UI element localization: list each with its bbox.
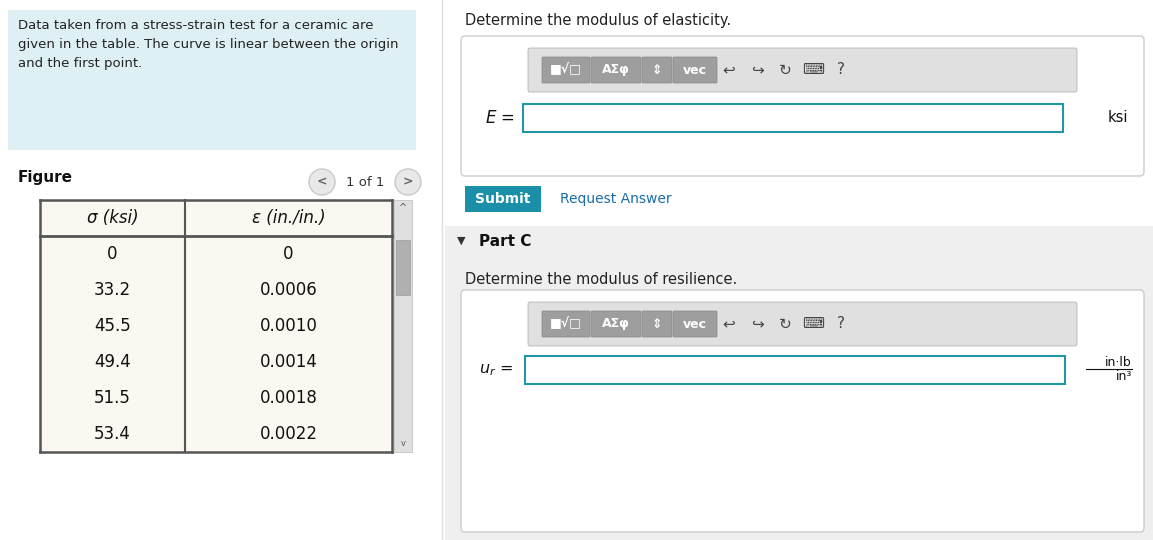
Text: 0: 0 (284, 245, 294, 263)
Text: Request Answer: Request Answer (560, 192, 672, 206)
Text: 53.4: 53.4 (95, 425, 131, 443)
Text: ▼: ▼ (457, 236, 466, 246)
Bar (445, 226, 1153, 540)
Text: ε (in./in.): ε (in./in.) (251, 209, 325, 227)
FancyBboxPatch shape (542, 311, 590, 337)
Text: 0.0006: 0.0006 (259, 281, 317, 299)
Text: ■√□: ■√□ (550, 318, 582, 330)
Text: ↩: ↩ (723, 63, 736, 78)
Text: 0.0018: 0.0018 (259, 389, 317, 407)
Text: Part C: Part C (478, 234, 532, 249)
FancyBboxPatch shape (591, 57, 641, 83)
Bar (525, 356, 1065, 384)
Text: σ (ksi): σ (ksi) (86, 209, 138, 227)
FancyBboxPatch shape (542, 57, 590, 83)
Text: 0.0022: 0.0022 (259, 425, 317, 443)
FancyBboxPatch shape (642, 57, 672, 83)
FancyBboxPatch shape (528, 302, 1077, 346)
Text: ↪: ↪ (751, 63, 763, 78)
Text: v: v (400, 440, 406, 449)
FancyBboxPatch shape (673, 57, 717, 83)
Text: ⇕: ⇕ (651, 64, 662, 77)
Text: ⌨: ⌨ (802, 63, 824, 78)
Text: ↻: ↻ (778, 316, 791, 332)
FancyBboxPatch shape (461, 290, 1144, 532)
Bar (523, 104, 1063, 132)
Bar (394, 200, 412, 452)
Text: in·lb: in·lb (1106, 355, 1132, 368)
Text: ↩: ↩ (723, 316, 736, 332)
FancyBboxPatch shape (591, 311, 641, 337)
Text: 51.5: 51.5 (95, 389, 131, 407)
Bar (465, 186, 541, 212)
Text: ↻: ↻ (778, 63, 791, 78)
Text: vec: vec (683, 318, 707, 330)
Text: 0.0014: 0.0014 (259, 353, 317, 371)
Text: ^: ^ (399, 203, 407, 213)
Circle shape (395, 169, 421, 195)
Text: 45.5: 45.5 (95, 317, 131, 335)
Text: in³: in³ (1116, 370, 1132, 383)
Bar (395, 240, 410, 295)
Circle shape (309, 169, 336, 195)
Text: ?: ? (837, 63, 845, 78)
FancyBboxPatch shape (642, 311, 672, 337)
Text: Determine the modulus of resilience.: Determine the modulus of resilience. (465, 272, 737, 287)
Text: $u_r$ =: $u_r$ = (478, 362, 513, 378)
Text: ↪: ↪ (751, 316, 763, 332)
FancyBboxPatch shape (528, 48, 1077, 92)
Text: AΣφ: AΣφ (602, 64, 630, 77)
Text: 0: 0 (107, 245, 118, 263)
Text: Determine the modulus of elasticity.: Determine the modulus of elasticity. (465, 13, 731, 28)
FancyBboxPatch shape (461, 36, 1144, 176)
Text: $E$ =: $E$ = (485, 109, 515, 127)
Text: Submit: Submit (475, 192, 530, 206)
FancyBboxPatch shape (673, 311, 717, 337)
Bar (40, 200, 392, 452)
Text: ?: ? (837, 316, 845, 332)
Text: >: > (402, 176, 413, 188)
Text: 49.4: 49.4 (95, 353, 131, 371)
Text: ksi: ksi (1108, 111, 1128, 125)
Text: ⌨: ⌨ (802, 316, 824, 332)
Text: 1 of 1: 1 of 1 (346, 176, 384, 188)
Text: Figure: Figure (18, 170, 73, 185)
Text: <: < (317, 176, 327, 188)
Text: Data taken from a stress-strain test for a ceramic are
given in the table. The c: Data taken from a stress-strain test for… (18, 19, 399, 70)
Text: ■√□: ■√□ (550, 64, 582, 77)
Text: ⇕: ⇕ (651, 318, 662, 330)
Text: 0.0010: 0.0010 (259, 317, 317, 335)
Text: AΣφ: AΣφ (602, 318, 630, 330)
Bar (8, 10, 416, 150)
Text: 33.2: 33.2 (93, 281, 131, 299)
Text: vec: vec (683, 64, 707, 77)
